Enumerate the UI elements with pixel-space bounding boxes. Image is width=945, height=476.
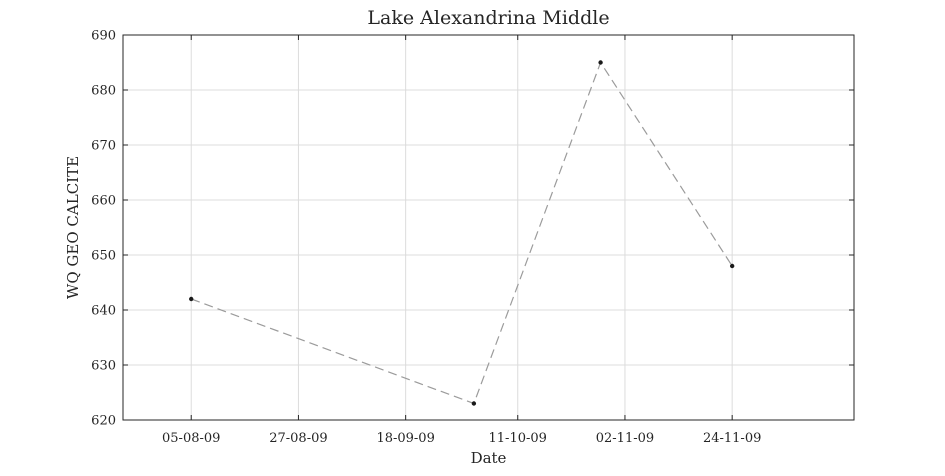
data-point	[471, 401, 477, 406]
x-tick-label: 02-11-09	[596, 431, 654, 446]
axis-ticks: 620 630 640 650 660 670 680 690 05-08-09 27-08-09…	[91, 29, 854, 446]
y-tick-label: 650	[91, 249, 116, 264]
x-axis-label: Date	[471, 449, 507, 467]
y-tick-label: 670	[91, 139, 116, 154]
data-point	[189, 296, 194, 302]
x-tick-label: 11-10-09	[489, 431, 547, 446]
y-tick-label: 640	[91, 304, 116, 319]
series-group	[189, 60, 735, 406]
grid	[123, 34, 854, 421]
y-tick-label: 690	[91, 29, 116, 44]
y-axis-label: WQ GEO CALCITE	[64, 156, 82, 299]
x-tick-label: 27-08-09	[269, 431, 327, 446]
x-tick-label: 24-11-09	[703, 431, 761, 446]
y-tick-label: 630	[91, 359, 116, 374]
series-line	[191, 61, 733, 405]
x-tick-label: 18-09-09	[376, 431, 434, 446]
x-tick-label: 05-08-09	[162, 431, 220, 446]
y-tick-label: 620	[91, 414, 116, 429]
plot-frame	[122, 34, 855, 421]
chart-title: Lake Alexandrina Middle	[367, 7, 609, 29]
data-point	[729, 263, 735, 269]
y-tick-label: 660	[91, 194, 116, 209]
data-point	[598, 60, 603, 65]
y-tick-label: 680	[91, 84, 116, 99]
